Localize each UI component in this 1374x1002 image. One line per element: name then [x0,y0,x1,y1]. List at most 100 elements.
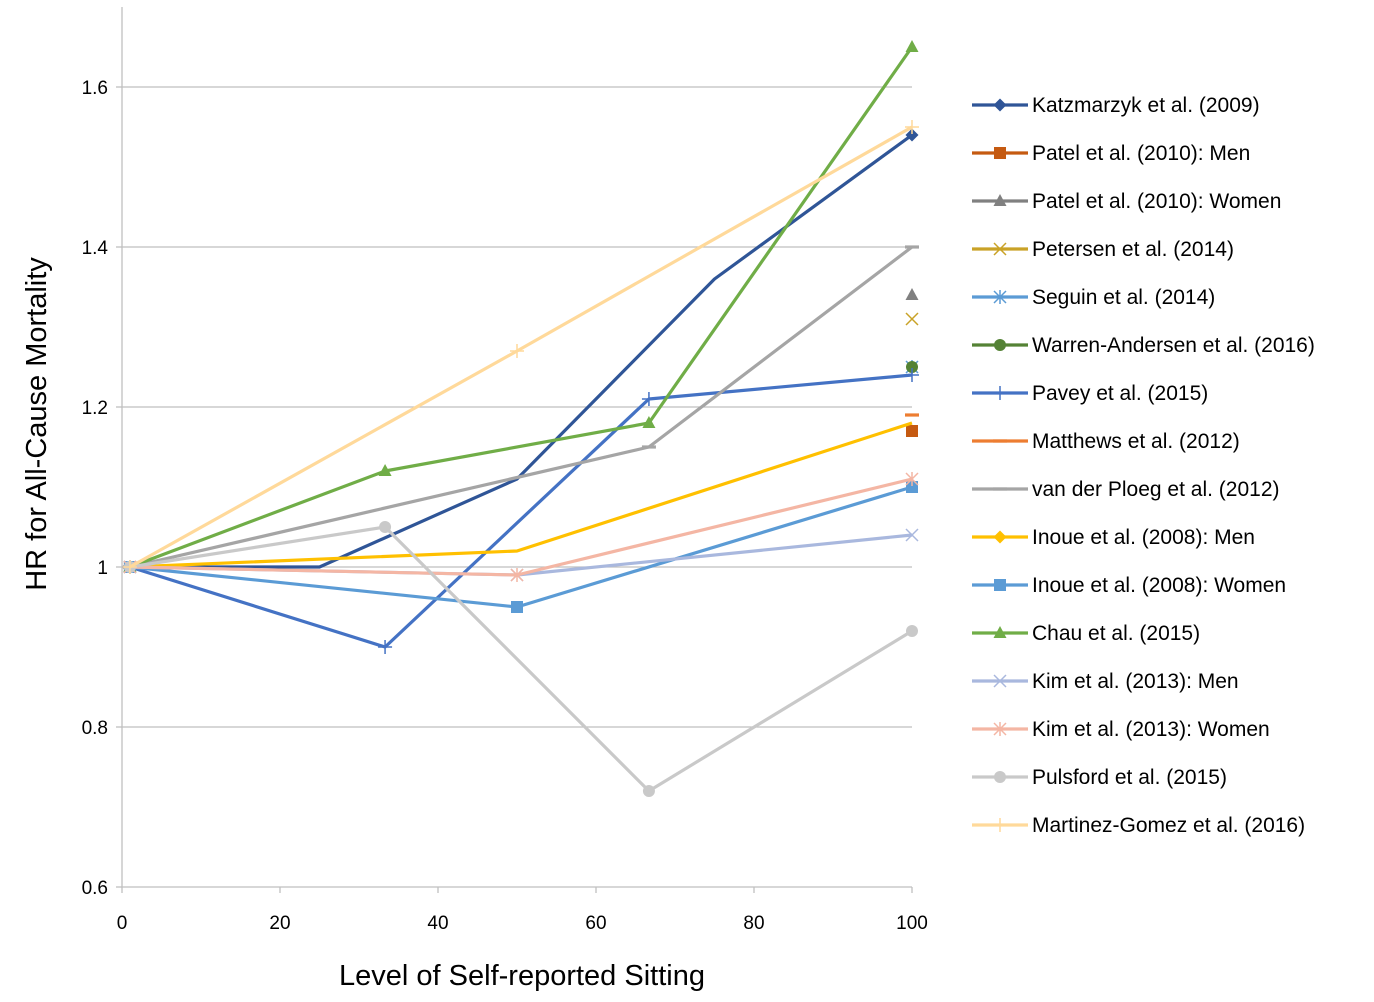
data-point [905,472,919,486]
legend-label: Kim et al. (2013): Women [1032,718,1270,741]
legend-entry: Warren-Andersen et al. (2016) [972,334,1315,357]
legend-entry: van der Ploeg et al. (2012) [972,478,1280,501]
data-point [905,312,919,326]
legend-label: Matthews et al. (2012) [1032,430,1240,453]
series-line [129,421,913,569]
data-point [122,560,137,574]
legend-entry: Pulsford et al. (2015) [972,766,1227,789]
data-point [906,481,918,493]
tick-labels: 0 20 40 60 80 100 0.6 0.8 1 1.2 1.4 1.6 [82,78,928,934]
legend-label: Martinez-Gomez et al. (2016) [1032,814,1305,837]
y-tick-label: 0.8 [82,718,108,739]
y-tick-label: 1.4 [82,238,109,259]
legend: Katzmarzyk et al. (2009) Patel et al. (20… [972,94,1315,837]
legend-label: Chau et al. (2015) [1032,622,1200,645]
x-tick-label: 80 [743,913,764,934]
y-tick-label: 0.6 [82,878,108,899]
legend-label: Patel et al. (2010): Men [1032,142,1250,165]
legend-swatch-marker [994,339,1006,351]
legend-entry: Patel et al. (2010): Men [972,142,1250,165]
legend-label: Kim et al. (2013): Men [1032,670,1239,693]
legend-swatch-marker [993,530,1007,544]
data-point [378,464,392,476]
legend-swatch-marker [993,194,1007,206]
series-line [129,525,913,793]
legend-swatch-marker [993,626,1007,638]
series-pulsford-et-al-2015 [123,521,918,797]
legend-entry: Inoue et al. (2008): Women [972,574,1286,597]
data-point [905,288,919,300]
data-point [905,128,919,142]
data-point [642,416,656,428]
x-tick-label: 0 [117,913,128,934]
data-point [906,361,918,373]
series-chau-et-al-2015 [123,40,919,572]
data-point [379,521,392,533]
data-point [906,425,918,437]
series-matthews-et-al-2012 [122,413,919,569]
y-tick-label: 1.2 [82,398,108,419]
legend-swatch-marker [994,147,1006,159]
data-point [905,368,919,382]
y-tick-label: 1 [97,558,108,579]
legend-entry: Patel et al. (2010): Women [972,190,1281,213]
legend-swatch-marker [993,290,1007,304]
legend-entry: Pavey et al. (2015) [972,382,1208,405]
legend-label: Katzmarzyk et al. (2009) [1032,94,1260,117]
legend-label: Seguin et al. (2014) [1032,286,1215,309]
data-point [905,40,919,52]
x-tick-label: 20 [269,913,290,934]
series-petersen-et-al-2014 [123,312,919,574]
axes [116,7,913,893]
y-tick-label: 1.6 [82,78,108,99]
series-line [129,125,913,569]
legend-label: Petersen et al. (2014) [1032,238,1234,261]
data-point [905,528,919,542]
data-point [905,120,919,134]
legend-swatch-marker [993,242,1007,256]
legend-swatch-marker [994,579,1006,591]
series-inoue-et-al-2008-men [129,421,913,569]
x-tick-label: 100 [896,913,928,934]
legend-swatch-marker [993,722,1007,736]
legend-entry: Kim et al. (2013): Men [972,670,1239,693]
legend-swatch-marker [993,818,1007,832]
series-patel-et-al-2010-women [123,288,919,572]
x-axis-title: Level of Self-reported Sitting [339,960,705,992]
series-martinez-gomez-et-al-2016 [122,120,919,574]
legend-entry: Matthews et al. (2012) [972,430,1240,453]
y-axis-title: HR for All-Cause Mortality [21,257,53,591]
legend-label: Warren-Andersen et al. (2016) [1032,334,1315,357]
legend-label: Pavey et al. (2015) [1032,382,1208,405]
gridlines [122,86,912,728]
data-point [642,785,655,797]
legend-label: Inoue et al. (2008): Men [1032,526,1255,549]
x-tick-label: 40 [427,913,448,934]
legend-entry: Seguin et al. (2014) [972,286,1215,309]
legend-label: van der Ploeg et al. (2012) [1032,478,1280,501]
data-point [906,625,918,637]
data-point [511,601,523,613]
legend-swatch-marker [993,674,1007,688]
legend-entry: Martinez-Gomez et al. (2016) [972,814,1305,837]
data-point [378,640,393,654]
legend-entry: Kim et al. (2013): Women [972,718,1270,741]
legend-label: Pulsford et al. (2015) [1032,766,1227,789]
series-line [129,46,914,569]
legend-entry: Petersen et al. (2014) [972,238,1234,261]
legend-swatch-marker [994,771,1006,783]
data-point [510,568,524,582]
legend-swatch-marker [993,98,1007,112]
legend-entry: Inoue et al. (2008): Men [972,526,1255,549]
legend-swatch-marker [993,386,1007,400]
series-line [129,373,913,649]
x-tick-label: 60 [585,913,606,934]
data-point [510,344,524,358]
legend-entry: Chau et al. (2015) [972,622,1200,645]
legend-label: Patel et al. (2010): Women [1032,190,1281,213]
legend-label: Inoue et al. (2008): Women [1032,574,1286,597]
series-layer [122,40,919,797]
legend-entry: Katzmarzyk et al. (2009) [972,94,1260,117]
data-point [641,392,656,406]
